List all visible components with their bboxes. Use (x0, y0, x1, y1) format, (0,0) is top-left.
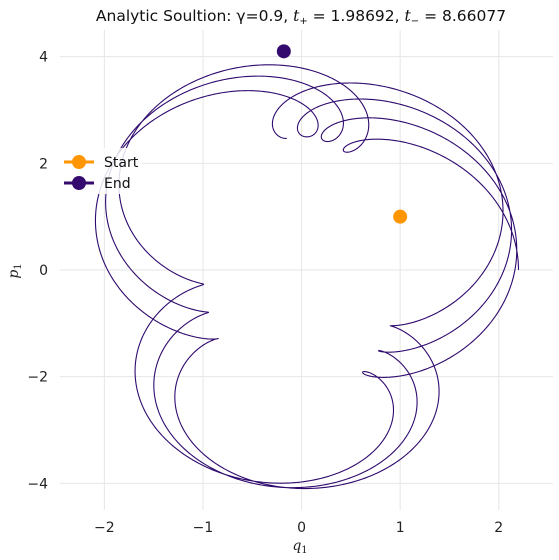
legend: Start End (58, 148, 142, 194)
legend-start-label: Start (104, 155, 139, 171)
points-layer (276, 44, 408, 224)
legend-box (58, 148, 142, 194)
title-prefix: Analytic Soultion: γ=0.9, (96, 7, 293, 25)
title-t-minus-sub: − (411, 16, 419, 27)
y-axis-label-sub: 1 (13, 263, 24, 269)
x-tick-labels: −2 −1 0 1 2 (94, 520, 503, 536)
x-tick-label: 2 (494, 520, 503, 536)
chart-title: Analytic Soultion: γ=0.9, t+ = 1.98692, … (96, 7, 506, 27)
y-tick-labels: −4 −2 0 2 4 (27, 50, 48, 493)
grid (60, 30, 553, 510)
y-tick-label: 2 (39, 156, 48, 172)
x-axis-label-main: q (292, 538, 301, 554)
x-tick-label: −1 (193, 520, 214, 536)
x-tick-label: 0 (297, 520, 306, 536)
x-tick-label: −2 (94, 520, 115, 536)
title-t-minus-value: = 8.66077 (419, 7, 506, 25)
title-t-plus: t (293, 7, 300, 25)
y-tick-label: 0 (39, 263, 48, 279)
y-axis-label: p1 (6, 263, 24, 278)
end-point (276, 44, 291, 59)
y-axis-label-main: p (6, 270, 22, 279)
trajectory-line (94, 64, 520, 490)
legend-end-marker (72, 176, 86, 190)
legend-start-marker (72, 155, 86, 169)
start-point (393, 209, 408, 224)
x-axis-label-sub: 1 (301, 545, 307, 556)
y-tick-label: −4 (27, 476, 48, 492)
title-t-plus-value: = 1.98692, (308, 7, 405, 25)
title-t-minus: t (405, 7, 412, 25)
trajectory-layer (94, 64, 520, 490)
legend-end-label: End (104, 176, 131, 192)
y-tick-label: −2 (27, 370, 48, 386)
x-tick-label: 1 (396, 520, 405, 536)
y-tick-label: 4 (39, 50, 48, 66)
title-t-plus-sub: + (299, 16, 307, 27)
x-axis-label: q1 (292, 538, 307, 556)
